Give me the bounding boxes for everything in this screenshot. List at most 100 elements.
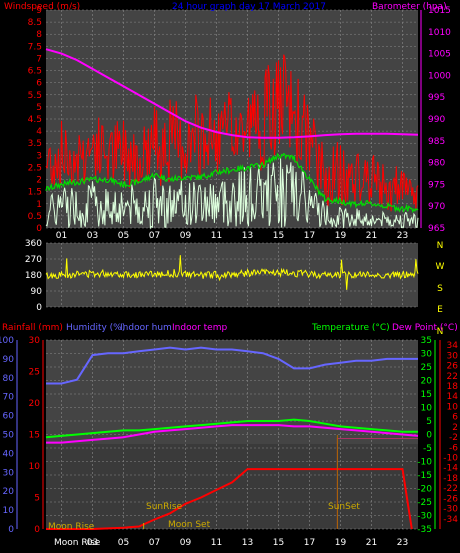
hum-tick-3: 30: [3, 468, 15, 478]
time-tick-9: 19: [335, 231, 347, 241]
wind-avg-line: [45, 152, 419, 214]
dew-tick-31: 26: [447, 362, 459, 372]
time-tick-3: 07: [149, 231, 160, 241]
dir-tick-1: 90: [31, 287, 43, 297]
wind-tick-9: 4.5: [28, 115, 42, 125]
hum-tick-5: 50: [3, 431, 15, 441]
dew-tick-11: -14: [443, 464, 458, 474]
time-tick-2: 05: [118, 231, 129, 241]
dew-tick-1: -34: [443, 515, 458, 525]
dew-tick-3: -30: [443, 505, 458, 515]
temp-tick-10: 15: [421, 390, 432, 400]
moon-rise-bottom-label: Moon Rise: [54, 538, 101, 548]
hum-tick-9: 90: [3, 355, 15, 365]
baro-tick-7: 1000: [428, 71, 451, 81]
compass-0: N: [437, 241, 444, 251]
temp-tick-8: 5: [426, 417, 432, 427]
dew-tick-27: 18: [447, 382, 459, 392]
temp-tick-14: 35: [421, 336, 432, 346]
compass-3: E: [437, 305, 443, 315]
wind-tick-14: 7: [36, 54, 42, 64]
bottom-time-tick-5: 13: [242, 538, 253, 548]
windspeed-title: Windspeed (m/s): [4, 2, 80, 12]
dew-tick-19: 2: [452, 423, 458, 433]
baro-tick-9: 1010: [428, 28, 451, 38]
temp-tick-4: -15: [417, 471, 432, 481]
compass-4: N: [437, 327, 444, 337]
baro-tick-3: 980: [428, 159, 445, 169]
wind-tick-17: 8.5: [28, 18, 42, 28]
wind-tick-11: 5.5: [28, 91, 42, 101]
temp-tick-11: 20: [421, 377, 433, 387]
barometer-title: Barometer (hpa): [372, 2, 447, 12]
hum-tick-2: 20: [3, 487, 15, 497]
wind-tick-0: 0: [36, 224, 42, 234]
wind-tick-16: 8: [36, 30, 42, 40]
bottom-time-tick-6: 15: [273, 538, 284, 548]
baro-tick-0: 965: [428, 224, 445, 234]
baro-tick-2: 975: [428, 180, 445, 190]
bottom-time-tick-9: 21: [366, 538, 377, 548]
dew-tick-23: 10: [447, 402, 459, 412]
temp-tick-1: -30: [417, 512, 432, 522]
baro-tick-10: 1015: [428, 6, 451, 16]
temperature-label: Temperature (°C): [311, 323, 390, 333]
hum-tick-8: 80: [3, 374, 15, 384]
wind-tick-8: 4: [36, 127, 42, 137]
sunset-label: SunSet: [328, 502, 360, 512]
wind-tick-6: 3: [36, 151, 42, 161]
dir-tick-4: 360: [25, 239, 42, 249]
baro-tick-8: 1005: [428, 50, 451, 60]
wind-tick-18: 9: [36, 6, 42, 16]
wind-tick-10: 5: [36, 103, 42, 113]
dew-tick-7: -22: [443, 484, 458, 494]
bottom-time-tick-0: 03: [87, 538, 98, 548]
temp-tick-9: 10: [421, 404, 433, 414]
wind-gust-line: [45, 54, 419, 212]
humidity-line: [46, 346, 418, 385]
dew-tick-13: -10: [443, 453, 458, 463]
wind-tick-2: 1: [36, 200, 42, 210]
temp-tick-2: -25: [417, 498, 432, 508]
wind-tick-5: 2.5: [28, 163, 42, 173]
time-tick-7: 15: [273, 231, 284, 241]
bottom-time-tick-2: 07: [149, 538, 160, 548]
dew-tick-17: -2: [449, 433, 458, 443]
baro-tick-5: 990: [428, 115, 445, 125]
bottom-time-tick-1: 05: [118, 538, 129, 548]
moon-rise-label: Moon Rise: [48, 522, 95, 532]
humidity-label: Humidity (%): [66, 323, 125, 333]
direction-line: [45, 255, 419, 290]
hum-tick-4: 40: [3, 449, 15, 459]
temp-tick-6: -5: [423, 444, 432, 454]
rain-tick-3: 15: [29, 431, 40, 441]
dew-tick-33: 30: [447, 351, 459, 361]
wind-tick-3: 1.5: [28, 188, 42, 198]
wind-tick-7: 3.5: [28, 139, 42, 149]
temp-tick-0: -35: [417, 525, 432, 535]
bottom-time-tick-8: 19: [335, 538, 347, 548]
time-tick-1: 03: [87, 231, 98, 241]
dewpoint-label: Dew Point (°C): [392, 323, 458, 333]
indoor-hum-label: Indoor hum: [120, 323, 172, 333]
dir-tick-3: 270: [25, 255, 42, 265]
bottom-time-tick-3: 09: [180, 538, 192, 548]
time-tick-4: 09: [180, 231, 192, 241]
wind-tick-12: 6: [36, 79, 42, 89]
dir-tick-2: 180: [25, 271, 42, 281]
temp-tick-5: -10: [417, 458, 432, 468]
moon-set-label: Moon Set: [168, 520, 211, 530]
wind-tick-15: 7.5: [28, 42, 42, 52]
dew-tick-25: 14: [447, 392, 459, 402]
hum-tick-10: 100: [0, 336, 14, 346]
wind-min-line: [45, 158, 419, 230]
dew-tick-35: 34: [447, 341, 459, 351]
indoor-temp-line: [46, 424, 419, 444]
wind-tick-4: 2: [36, 176, 42, 186]
dew-tick-5: -26: [443, 494, 458, 504]
rain-tick-0: 0: [34, 525, 40, 535]
temp-tick-13: 30: [421, 350, 433, 360]
time-tick-11: 23: [397, 231, 408, 241]
sunrise-label: SunRise: [146, 502, 183, 512]
rain-line: [46, 468, 413, 530]
